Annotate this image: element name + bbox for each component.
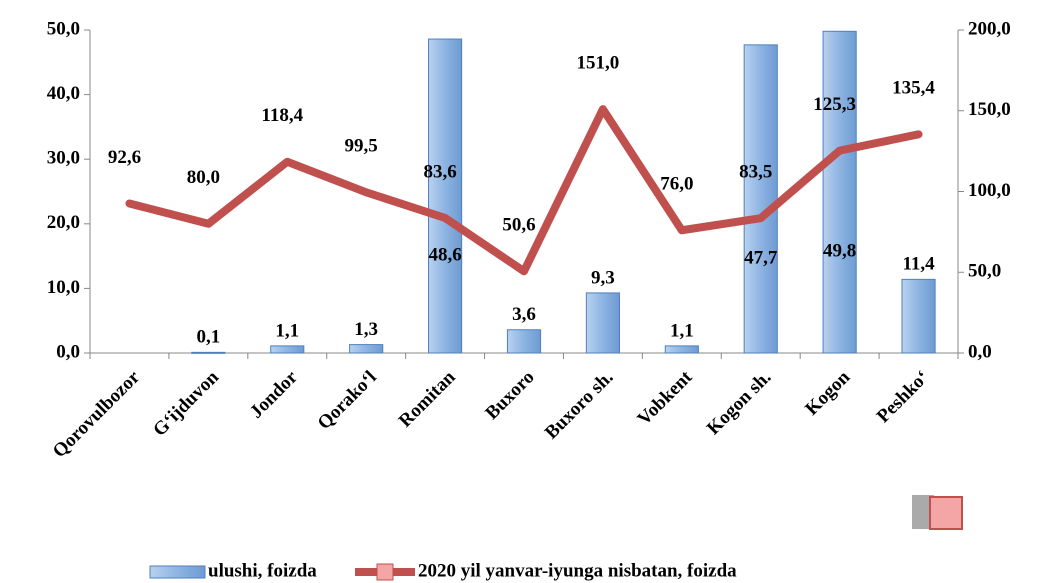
line-label: 92,6 [108, 147, 141, 168]
line-label: 99,5 [345, 136, 378, 157]
bar-label: 1,1 [670, 320, 694, 341]
x-tick-label: Peshko‘ [873, 367, 933, 427]
y-tick-label: 0,0 [56, 341, 80, 362]
line-label: 151,0 [577, 52, 620, 73]
bar-label: 47,7 [744, 247, 778, 268]
bar [270, 345, 305, 354]
y2-tick-label: 150,0 [968, 99, 1011, 120]
decoration [912, 495, 934, 529]
bar [585, 292, 620, 354]
bar-label: 11,4 [902, 254, 935, 275]
legend-label: ulushi, foizda [208, 560, 317, 581]
x-tick-label: Qorako‘l [314, 367, 381, 434]
legend-label: 2020 yil yanvar-iyunga nisbatan, foizda [418, 560, 737, 581]
bar-label: 9,3 [591, 267, 615, 288]
bar-label: 1,1 [275, 320, 299, 341]
y-tick-label: 10,0 [47, 277, 80, 298]
y-tick-label: 40,0 [47, 83, 80, 104]
x-tick-label: Kogon [801, 366, 854, 419]
x-tick-label: Buxoro [481, 367, 538, 424]
bar-label: 48,6 [428, 244, 461, 265]
bar-label: 49,8 [823, 241, 856, 262]
x-tick-label: Qorovulbozor [49, 366, 145, 462]
x-tick-label: Kogon sh. [703, 367, 775, 439]
line-label: 125,3 [813, 94, 856, 115]
bar [822, 30, 857, 354]
y2-tick-label: 200,0 [968, 18, 1011, 39]
line [125, 105, 923, 276]
line-label: 50,6 [502, 215, 535, 236]
y2-tick-label: 50,0 [968, 261, 1001, 282]
line-label: 76,0 [660, 174, 693, 195]
y-tick-label: 20,0 [47, 212, 80, 233]
decoration [929, 496, 963, 530]
y2-tick-label: 0,0 [968, 341, 992, 362]
bar [349, 344, 384, 354]
line-label: 83,5 [739, 162, 772, 183]
bar-label: 3,6 [512, 304, 536, 325]
legend-swatch [376, 563, 394, 581]
bar [664, 345, 699, 354]
bar [506, 329, 542, 354]
legend-swatch [149, 565, 206, 579]
bar-label: 0,1 [196, 327, 220, 348]
x-tick-label: Jondor [246, 366, 302, 422]
y-tick-label: 30,0 [47, 148, 80, 169]
bar [191, 351, 226, 354]
bar [743, 44, 778, 354]
x-tick-label: Buxoro sh. [541, 367, 618, 444]
x-tick-label: Romitan [395, 366, 460, 431]
line-label: 80,0 [187, 167, 220, 188]
y2-tick-label: 100,0 [968, 180, 1011, 201]
bar [901, 278, 936, 354]
bar-label: 1,3 [354, 319, 378, 340]
y-tick-label: 50,0 [47, 18, 80, 39]
line-label: 83,6 [423, 161, 456, 182]
x-tick-label: Vobkent [634, 366, 697, 429]
bar [428, 38, 463, 354]
line-label: 135,4 [892, 78, 935, 99]
x-tick-label: G‘ijduvon [149, 366, 223, 440]
line-label: 118,4 [261, 105, 303, 126]
